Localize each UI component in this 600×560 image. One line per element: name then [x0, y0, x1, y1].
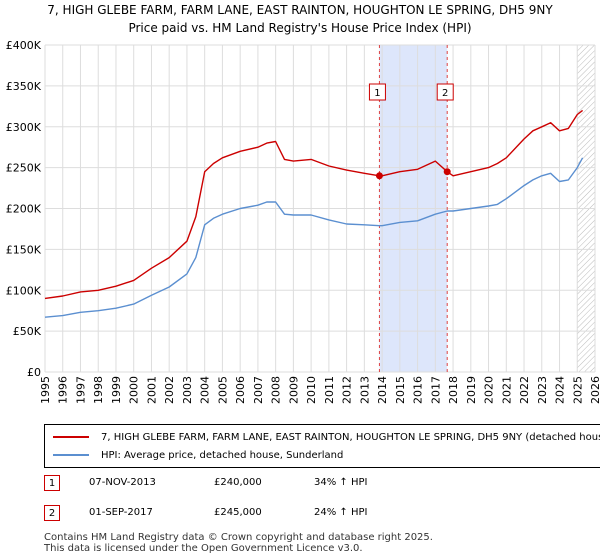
legend-swatch-hpi — [53, 454, 89, 456]
y-tick-label: £200K — [6, 203, 42, 216]
x-tick-label: 2023 — [536, 376, 549, 404]
x-tick-label: 2005 — [216, 376, 229, 404]
chart-title: 7, HIGH GLEBE FARM, FARM LANE, EAST RAIN… — [47, 3, 553, 17]
y-tick-label: £150K — [6, 243, 42, 256]
x-tick-label: 2006 — [234, 376, 247, 404]
x-tick-label: 2004 — [199, 376, 212, 404]
x-tick-label: 1995 — [39, 376, 52, 404]
x-tick-label: 2017 — [429, 376, 442, 404]
x-tick-label: 2013 — [358, 376, 371, 404]
y-tick-label: £300K — [6, 121, 42, 134]
legend-swatch-property — [53, 436, 89, 438]
x-tick-label: 2019 — [465, 376, 478, 404]
transaction-price: £245,000 — [214, 507, 262, 518]
chart-subtitle: Price paid vs. HM Land Registry's House … — [128, 21, 472, 35]
legend-item-property: 7, HIGH GLEBE FARM, FARM LANE, EAST RAIN… — [53, 429, 600, 445]
x-tick-label: 1996 — [57, 376, 70, 404]
transaction-badge-label: 1 — [374, 88, 380, 99]
footer-licence: This data is licensed under the Open Gov… — [44, 543, 363, 554]
x-tick-label: 2008 — [270, 376, 283, 404]
y-tick-label: £50K — [13, 325, 42, 338]
x-tick-label: 2000 — [128, 376, 141, 404]
x-tick-label: 1999 — [110, 376, 123, 404]
x-tick-label: 2009 — [287, 376, 300, 404]
transaction-badge-label: 2 — [442, 88, 448, 99]
x-tick-label: 2011 — [323, 376, 336, 404]
legend-item-hpi: HPI: Average price, detached house, Sund… — [53, 447, 343, 463]
x-tick-label: 2022 — [518, 376, 531, 404]
x-tick-label: 2024 — [554, 376, 567, 404]
x-tick-label: 2003 — [181, 376, 194, 404]
legend-label-property: 7, HIGH GLEBE FARM, FARM LANE, EAST RAIN… — [101, 431, 600, 443]
x-tick-label: 2012 — [341, 376, 354, 404]
transaction-hpi: 24% ↑ HPI — [314, 507, 368, 518]
transaction-point — [375, 172, 383, 180]
x-tick-label: 2016 — [412, 376, 425, 404]
transaction-date: 01-SEP-2017 — [89, 507, 153, 518]
x-tick-label: 2026 — [589, 376, 600, 404]
transaction-price: £240,000 — [214, 477, 262, 488]
transaction-number-badge: 1 — [44, 475, 60, 491]
x-tick-label: 2025 — [571, 376, 584, 404]
x-tick-label: 2010 — [305, 376, 318, 404]
transaction-badge — [436, 83, 454, 101]
x-tick-label: 2015 — [394, 376, 407, 404]
transaction-badge — [368, 83, 386, 101]
y-tick-label: £250K — [6, 162, 42, 175]
price-chart: £0 £50K £100K £150K £200K £250K £300K £350K £400… — [6, 39, 600, 404]
hpi-series-line — [44, 157, 584, 318]
property-series-line — [44, 109, 584, 300]
x-tick-label: 2020 — [483, 376, 496, 404]
x-tick-label: 1997 — [74, 376, 87, 404]
y-tick-label: £100K — [6, 284, 42, 297]
x-tick-label: 2014 — [376, 376, 389, 404]
x-tick-label: 2018 — [447, 376, 460, 404]
x-tick-label: 2021 — [500, 376, 513, 404]
y-tick-label: £350K — [6, 80, 42, 93]
transaction-date: 07-NOV-2013 — [89, 477, 156, 488]
x-tick-label: 2007 — [252, 376, 265, 404]
x-tick-label: 2001 — [145, 376, 158, 404]
x-tick-label: 2002 — [163, 376, 176, 404]
y-tick-label: £0 — [27, 366, 41, 379]
transaction-hpi: 34% ↑ HPI — [314, 477, 368, 488]
legend-label-hpi: HPI: Average price, detached house, Sund… — [101, 449, 344, 461]
y-tick-label: £400K — [6, 39, 42, 52]
legend: 7, HIGH GLEBE FARM, FARM LANE, EAST RAIN… — [44, 424, 600, 468]
transaction-number-badge: 2 — [44, 505, 60, 521]
x-tick-label: 1998 — [92, 376, 105, 404]
footer-copyright: Contains HM Land Registry data © Crown c… — [44, 532, 433, 543]
transaction-point — [443, 168, 451, 176]
